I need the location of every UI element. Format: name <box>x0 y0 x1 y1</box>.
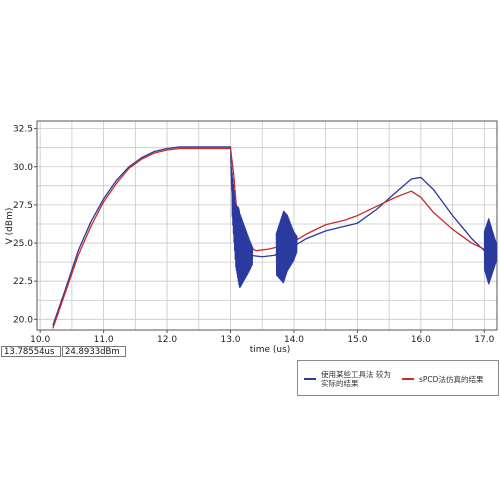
x-tick-label: 11.0 <box>94 335 114 345</box>
series-line-2 <box>52 147 494 329</box>
series-layer <box>52 146 497 329</box>
series-line-1 <box>52 146 494 326</box>
legend-swatch-series-2 <box>402 378 414 380</box>
series-1-oscillation <box>275 210 298 284</box>
legend-swatch-series-1 <box>304 378 316 380</box>
y-tick-label: 25.0 <box>13 239 33 249</box>
legend-item-series-1: 使用某些工具法 较为实际的结果 <box>304 364 391 394</box>
legend-label-series-1: 使用某些工具法 较为实际的结果 <box>321 370 391 388</box>
x-tick-label: 10.0 <box>30 335 50 345</box>
x-tick-label: 14.0 <box>284 335 304 345</box>
y-tick-label: 27.5 <box>13 201 33 211</box>
series-1-oscillation <box>483 218 497 285</box>
plot-frame <box>36 120 498 331</box>
y-tick-label: 30.0 <box>13 163 33 173</box>
y-axis-label: V (dBm) <box>5 208 15 245</box>
legend: 使用某些工具法 较为实际的结果 sPCD法仿真的结果 <box>297 360 499 396</box>
cursor-x-readout: 13.78554us <box>1 346 61 357</box>
grid <box>37 121 497 330</box>
y-tick-label: 20.0 <box>13 315 33 325</box>
x-tick-label: 17.0 <box>474 335 494 345</box>
x-tick-label: 15.0 <box>347 335 367 345</box>
y-tick-label: 32.5 <box>13 125 33 135</box>
legend-item-series-2: sPCD法仿真的结果 <box>402 364 489 394</box>
tick-labels: 10.0 11.0 12.0 13.0 14.0 15.0 16.0 17.0 20.0 22.5… <box>13 125 495 345</box>
legend-label-series-2: sPCD法仿真的结果 <box>419 374 484 384</box>
x-tick-label: 16.0 <box>411 335 431 345</box>
cursor-y-readout: 24.8933dBm <box>62 346 126 357</box>
x-tick-label: 13.0 <box>220 335 240 345</box>
y-tick-label: 22.5 <box>13 277 33 287</box>
x-tick-label: 12.0 <box>157 335 177 345</box>
x-axis-label: time (us) <box>250 345 291 355</box>
series-1-oscillation <box>231 166 254 289</box>
